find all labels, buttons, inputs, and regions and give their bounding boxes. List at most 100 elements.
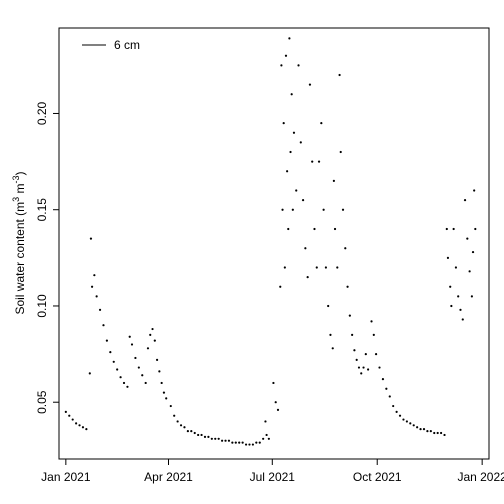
data-point xyxy=(255,441,258,444)
data-point xyxy=(348,314,351,317)
data-point xyxy=(200,433,203,437)
x-tick-label: Apr 2021 xyxy=(144,470,193,484)
data-point xyxy=(284,54,288,57)
data-point xyxy=(151,327,154,331)
data-point xyxy=(221,439,224,442)
data-point xyxy=(68,414,71,417)
data-point xyxy=(402,418,405,421)
data-point xyxy=(112,360,115,363)
data-point xyxy=(452,227,455,231)
data-point xyxy=(450,304,453,308)
data-point xyxy=(224,439,227,442)
data-point xyxy=(454,266,458,269)
data-point xyxy=(461,318,464,321)
x-tick-label: Jul 2021 xyxy=(250,470,296,484)
data-point xyxy=(160,381,163,385)
data-point xyxy=(288,37,291,40)
data-point xyxy=(89,237,93,240)
data-point xyxy=(322,208,325,211)
data-point xyxy=(473,189,476,192)
data-point xyxy=(291,208,294,211)
y-axis: 0.05 0.10 0.15 0.20 xyxy=(35,101,59,414)
data-point xyxy=(95,295,98,298)
data-point xyxy=(102,324,105,327)
data-point xyxy=(173,414,176,417)
y-tick-label: 0.05 xyxy=(35,390,49,414)
x-tick-label: Oct 2021 xyxy=(353,470,402,484)
data-point xyxy=(286,170,289,173)
data-point xyxy=(341,208,345,211)
data-point xyxy=(93,274,96,277)
y-tick-label: 0.15 xyxy=(35,198,49,222)
data-point xyxy=(317,160,321,163)
data-point xyxy=(331,347,334,350)
data-point xyxy=(301,198,305,202)
data-point xyxy=(283,266,286,269)
data-point xyxy=(311,160,314,163)
data-point xyxy=(248,443,251,446)
data-point xyxy=(388,395,391,398)
data-point xyxy=(297,64,300,67)
data-point xyxy=(355,358,358,361)
data-point xyxy=(78,424,81,427)
data-point xyxy=(292,131,296,134)
data-point xyxy=(327,304,330,308)
y-tick-label: 0.10 xyxy=(35,294,49,318)
data-point xyxy=(265,433,268,437)
data-point xyxy=(280,64,283,67)
data-point xyxy=(405,420,408,423)
data-point xyxy=(279,285,282,288)
data-point xyxy=(244,443,248,446)
data-point xyxy=(276,408,280,412)
data-point xyxy=(324,266,327,269)
data-point xyxy=(282,121,285,125)
data-point xyxy=(470,295,473,298)
data-point xyxy=(436,431,439,435)
data-point xyxy=(429,429,432,433)
data-point xyxy=(238,441,241,444)
data-point xyxy=(381,378,385,381)
data-point xyxy=(339,150,342,154)
data-point xyxy=(169,404,172,408)
data-point xyxy=(468,270,471,273)
legend-label-6cm: 6 cm xyxy=(114,38,140,52)
x-tick-label: Jan 2022 xyxy=(457,470,504,484)
data-point xyxy=(130,343,134,346)
data-point xyxy=(440,431,443,435)
data-point xyxy=(474,227,477,231)
y-tick-label: 0.20 xyxy=(35,101,49,125)
data-point xyxy=(241,441,244,444)
data-point xyxy=(98,308,102,311)
data-point xyxy=(364,352,367,356)
data-point xyxy=(419,428,422,431)
data-point xyxy=(227,439,231,442)
data-point xyxy=(289,150,292,154)
legend: 6 cm xyxy=(82,38,140,52)
data-point xyxy=(149,333,152,336)
data-point xyxy=(332,179,335,182)
data-point xyxy=(346,285,349,288)
data-point xyxy=(153,339,156,342)
data-point xyxy=(378,366,381,369)
data-point xyxy=(193,431,196,435)
data-point xyxy=(287,227,290,231)
data-point xyxy=(179,424,183,427)
data-point xyxy=(290,93,293,96)
data-point xyxy=(116,368,119,371)
x-tick-label: Jan 2021 xyxy=(41,470,91,484)
plot-frame xyxy=(58,27,490,460)
data-point xyxy=(353,349,356,352)
data-point xyxy=(274,401,277,404)
data-point xyxy=(338,73,341,77)
data-point xyxy=(64,410,67,413)
data-point xyxy=(258,441,261,444)
data-point xyxy=(395,410,398,413)
data-point xyxy=(433,431,436,435)
data-point xyxy=(320,121,323,125)
data-point xyxy=(214,437,217,440)
data-point xyxy=(141,374,144,377)
data-point xyxy=(137,366,140,369)
data-point xyxy=(336,266,339,269)
